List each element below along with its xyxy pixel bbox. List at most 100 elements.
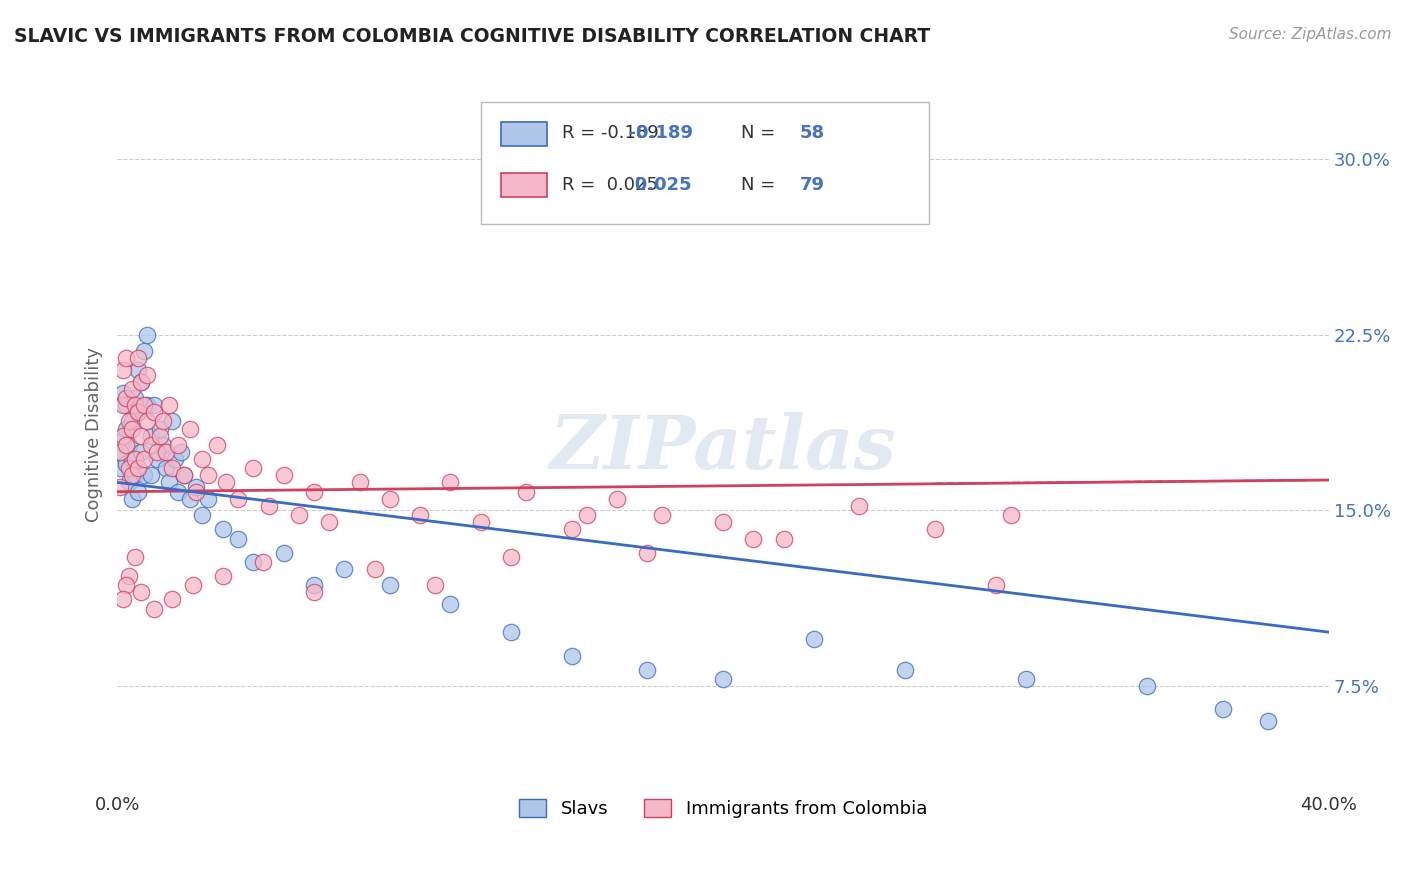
Point — [112, 428, 135, 442]
Point — [560, 522, 582, 536]
Point — [152, 415, 174, 429]
Point — [131, 375, 153, 389]
Point — [215, 475, 238, 490]
Bar — [502, 121, 547, 146]
Point — [499, 625, 522, 640]
Point — [302, 585, 325, 599]
Text: R = -0.189: R = -0.189 — [562, 124, 658, 142]
Point — [179, 421, 201, 435]
Point — [636, 663, 658, 677]
Point — [302, 484, 325, 499]
Point — [136, 368, 159, 382]
Point — [425, 578, 447, 592]
Point — [124, 550, 146, 565]
Point — [606, 491, 628, 506]
Point — [363, 562, 385, 576]
Point — [127, 405, 149, 419]
Point — [163, 452, 186, 467]
Point — [252, 555, 274, 569]
Point — [115, 391, 138, 405]
Point — [134, 398, 156, 412]
Y-axis label: Cognitive Disability: Cognitive Disability — [86, 347, 103, 522]
Point — [124, 452, 146, 467]
Point — [184, 480, 207, 494]
Point — [127, 351, 149, 366]
Point — [636, 545, 658, 559]
Text: -0.189: -0.189 — [616, 124, 693, 142]
Point — [115, 438, 138, 452]
Text: 0.025: 0.025 — [616, 176, 692, 194]
Point — [118, 475, 141, 490]
Legend: Slavs, Immigrants from Colombia: Slavs, Immigrants from Colombia — [512, 791, 934, 825]
Point — [110, 445, 132, 459]
Point — [110, 461, 132, 475]
Point — [121, 421, 143, 435]
Point — [121, 415, 143, 429]
Point — [112, 434, 135, 448]
Point — [848, 499, 870, 513]
Point — [155, 445, 177, 459]
Point — [134, 344, 156, 359]
Point — [181, 578, 204, 592]
Point — [439, 597, 461, 611]
Point — [228, 532, 250, 546]
Point — [711, 672, 734, 686]
Point — [191, 452, 214, 467]
Point — [742, 532, 765, 546]
Point — [127, 405, 149, 419]
Point — [124, 398, 146, 412]
Point — [499, 550, 522, 565]
Point — [157, 398, 180, 412]
Point — [179, 491, 201, 506]
Point — [124, 391, 146, 405]
Point — [560, 648, 582, 663]
FancyBboxPatch shape — [481, 103, 929, 224]
Text: ZIPatlas: ZIPatlas — [550, 412, 897, 485]
Point — [134, 468, 156, 483]
Point — [160, 592, 183, 607]
Point — [112, 386, 135, 401]
Point — [118, 438, 141, 452]
Point — [149, 428, 172, 442]
Point — [115, 351, 138, 366]
Point — [160, 461, 183, 475]
Point — [242, 461, 264, 475]
Point — [302, 578, 325, 592]
Text: N =: N = — [741, 176, 775, 194]
Point — [112, 398, 135, 412]
Point — [409, 508, 432, 522]
Point — [772, 532, 794, 546]
Point — [121, 452, 143, 467]
Point — [134, 452, 156, 467]
Point — [242, 555, 264, 569]
Point — [349, 475, 371, 490]
Point — [1015, 672, 1038, 686]
Point — [142, 398, 165, 412]
Point — [124, 468, 146, 483]
Text: SLAVIC VS IMMIGRANTS FROM COLOMBIA COGNITIVE DISABILITY CORRELATION CHART: SLAVIC VS IMMIGRANTS FROM COLOMBIA COGNI… — [14, 27, 931, 45]
Point — [184, 484, 207, 499]
Point — [378, 491, 401, 506]
Point — [1000, 508, 1022, 522]
Point — [115, 578, 138, 592]
Point — [155, 461, 177, 475]
Point — [924, 522, 946, 536]
Text: 58: 58 — [799, 124, 824, 142]
Point — [288, 508, 311, 522]
Point — [115, 398, 138, 412]
Point — [136, 415, 159, 429]
Point — [131, 585, 153, 599]
Text: N =: N = — [741, 124, 775, 142]
Bar — [502, 173, 547, 197]
Point — [173, 468, 195, 483]
Point — [378, 578, 401, 592]
Point — [1212, 702, 1234, 716]
Point — [197, 468, 219, 483]
Point — [115, 421, 138, 435]
Point — [166, 484, 188, 499]
Point — [160, 415, 183, 429]
Point — [1257, 714, 1279, 728]
Point — [139, 428, 162, 442]
Point — [152, 438, 174, 452]
Point — [139, 438, 162, 452]
